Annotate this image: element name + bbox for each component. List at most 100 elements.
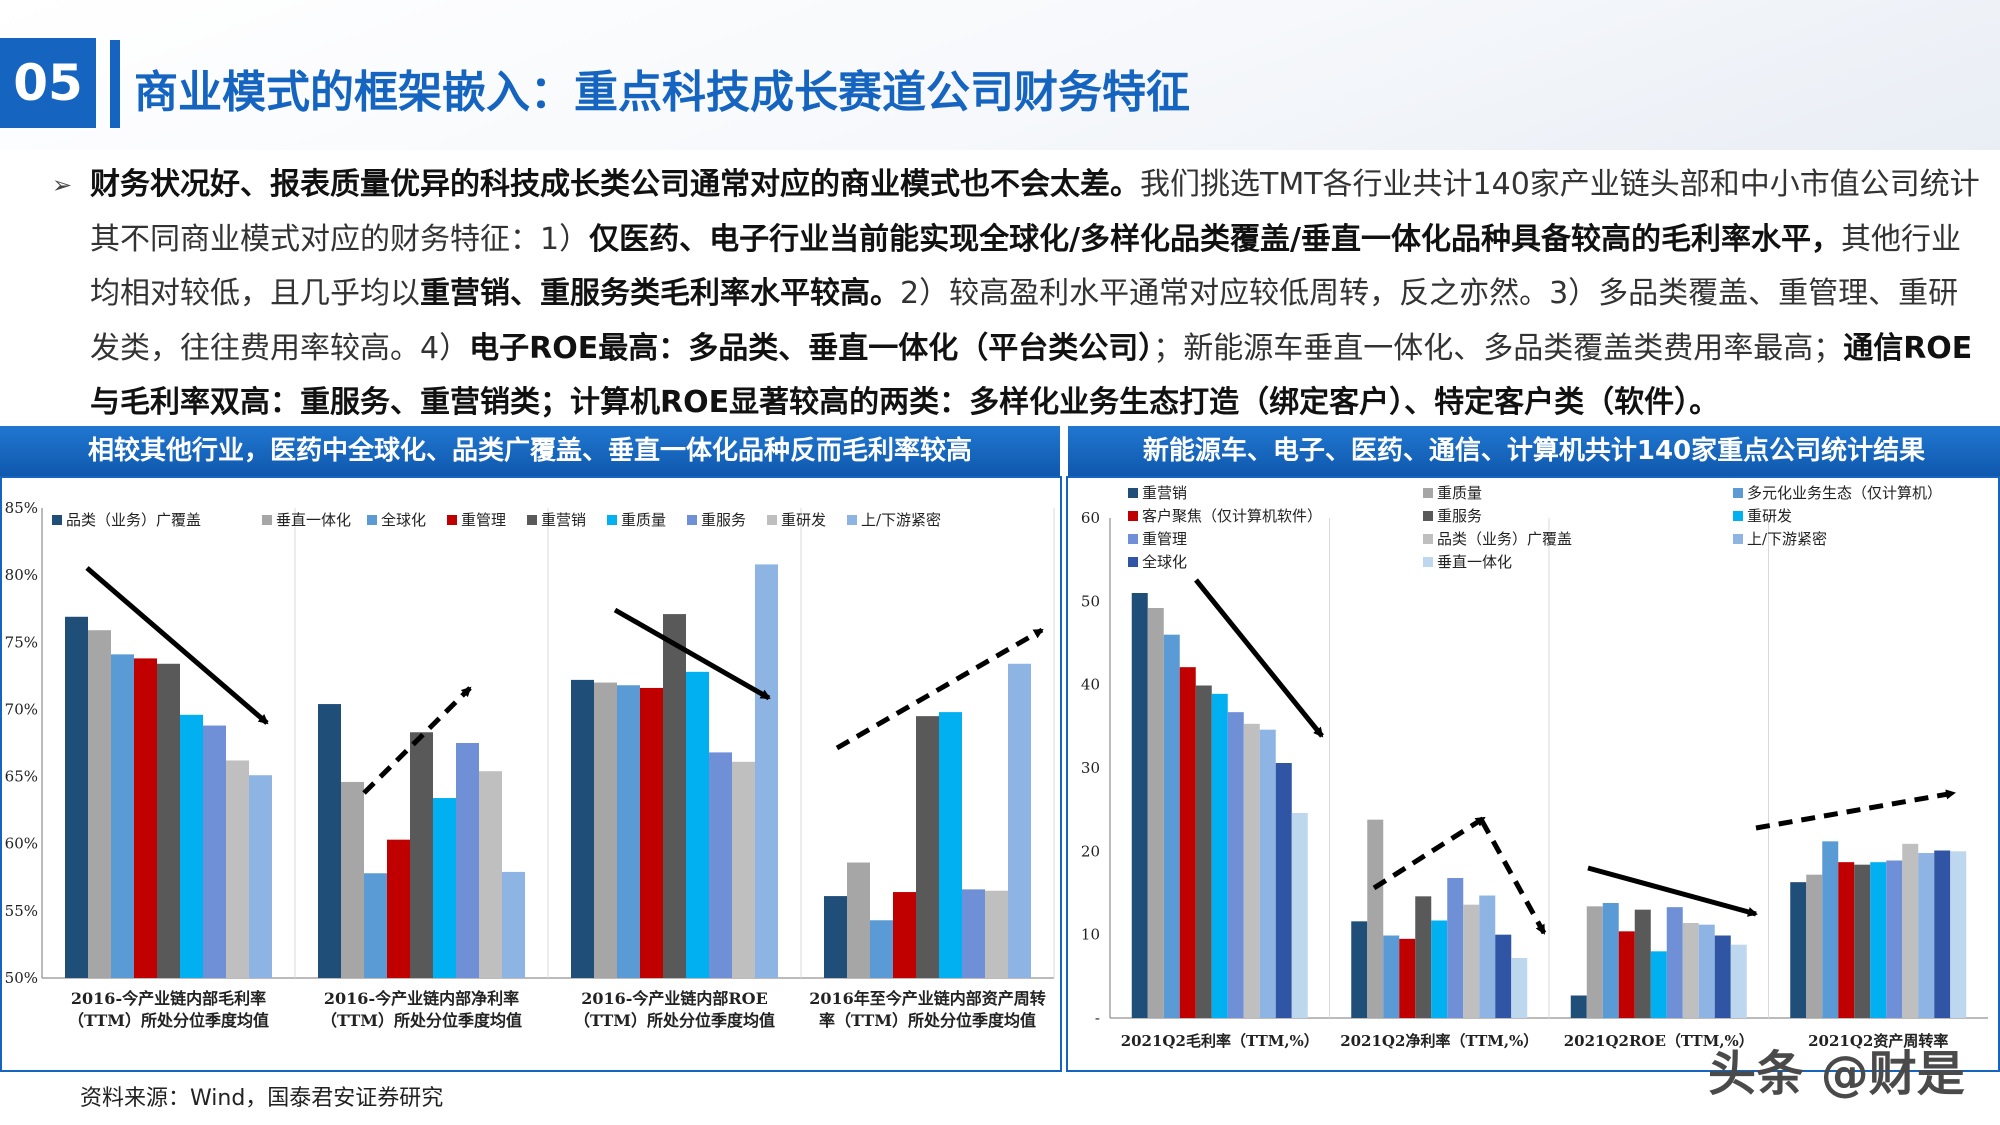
legend-label: 重营销 (541, 511, 586, 529)
summary-segment: ；新能源车垂直一体化、多品类覆盖类费用率最高； (1153, 330, 1844, 366)
bar (1511, 958, 1528, 1018)
bar (1227, 712, 1244, 1018)
left-chart-panel: 50% 55% 60% 65% 70% 75% 80% 85% 2016-今产业链内部毛利率 （T… (0, 476, 1062, 1072)
x-category-label: （TTM）所处分位季度均值 (68, 1011, 269, 1030)
legend-swatch (1423, 534, 1433, 544)
trend-arrow (1194, 578, 1324, 738)
legend-swatch (367, 515, 377, 525)
summary-segment: 仅医药、电子行业当前能实现全球化/多样化品类覆盖/垂直一体化品种具备较高的毛利率… (589, 221, 1842, 257)
legend-swatch (1128, 557, 1138, 567)
legend-label: 重质量 (1437, 484, 1482, 502)
bar (1666, 907, 1683, 1018)
bar (1291, 813, 1308, 1018)
bar (1275, 763, 1292, 1018)
bar (1399, 938, 1416, 1018)
right-bar-chart: - 10 20 30 40 50 60 2021Q2毛利率（TTM,%） 2021Q2净利率（T… (1081, 484, 1988, 1050)
bar (1714, 935, 1731, 1018)
bar (1634, 909, 1651, 1018)
bar (1934, 850, 1951, 1018)
page-title: 商业模式的框架嵌入：重点科技成长赛道公司财务特征 (134, 67, 1190, 118)
legend-label: 全球化 (1142, 553, 1187, 571)
legend-swatch (262, 515, 272, 525)
summary-text: ➢ 财务状况好、报表质量优异的科技成长类公司通常对应的商业模式也不会太差。我们挑… (52, 158, 1980, 431)
bar (88, 630, 111, 978)
x-category-label: 2016年至今产业链内部资产周转 (809, 989, 1046, 1008)
summary-segment: 电子ROE最高：多品类、垂直一体化（平台类公司） (469, 330, 1154, 366)
x-category-label: 率（TTM）所处分位季度均值 (819, 1011, 1036, 1030)
bar (479, 771, 502, 978)
bar (249, 775, 272, 978)
bar (1570, 995, 1587, 1018)
y-tick-label: 40 (1081, 676, 1100, 694)
bar (203, 725, 226, 978)
bar (1682, 923, 1699, 1018)
y-tick-label: 55% (5, 902, 38, 920)
bar (617, 685, 640, 978)
legend-swatch (767, 515, 777, 525)
trend-arrow (1755, 789, 1956, 831)
left-panel-header: 相较其他行业，医药中全球化、品类广覆盖、垂直一体化品种反而毛利率较高 (0, 426, 1060, 476)
legend-swatch (1128, 534, 1138, 544)
bar (1586, 906, 1603, 1018)
summary-segment: 财务状况好、报表质量优异的科技成长类公司通常对应的商业模式也不会太差。 (90, 167, 1140, 202)
bar (1463, 904, 1480, 1018)
legend-label: 重服务 (1437, 507, 1482, 525)
bar (1367, 819, 1384, 1018)
bar (111, 654, 134, 978)
legend-swatch (1423, 557, 1433, 567)
bar (341, 781, 364, 978)
bar (824, 896, 847, 978)
section-number: 05 (0, 38, 96, 128)
summary-paragraph: 财务状况好、报表质量优异的科技成长类公司通常对应的商业模式也不会太差。我们挑选T… (90, 158, 1980, 431)
x-category-label: 2016-今产业链内部ROE (581, 989, 768, 1008)
bar (1838, 862, 1855, 1018)
trend-arrow (1372, 815, 1486, 891)
legend-swatch (1128, 488, 1138, 498)
y-tick-label: 85% (5, 499, 38, 517)
bar (65, 616, 88, 978)
y-tick-label: 50 (1081, 592, 1100, 610)
legend-label: 上/下游紧密 (1747, 530, 1827, 548)
bar (1195, 685, 1212, 1018)
title-accent-bar (110, 40, 120, 128)
bar (709, 752, 732, 978)
y-tick-label: 70% (5, 700, 38, 718)
legend-label: 重管理 (1142, 530, 1187, 548)
bar (1854, 864, 1871, 1018)
bar (594, 682, 617, 978)
bar (1415, 896, 1432, 1018)
legend-label: 重研发 (781, 511, 826, 529)
bar (1495, 934, 1512, 1018)
legend-swatch (1128, 511, 1138, 521)
bar (1383, 935, 1400, 1018)
bar (1447, 878, 1464, 1018)
bar (962, 889, 985, 978)
bar (1163, 634, 1180, 1018)
legend-swatch (1733, 511, 1743, 521)
legend-swatch (1733, 488, 1743, 498)
x-category-label: 2021Q2ROE（TTM,%） (1564, 1032, 1754, 1050)
legend-label: 垂直一体化 (1437, 553, 1512, 571)
legend-swatch (447, 515, 457, 525)
trend-arrow (1587, 865, 1758, 917)
trend-arrow (613, 607, 771, 701)
legend-label: 客户聚焦（仅计算机软件） (1142, 507, 1322, 525)
x-category-label: 2016-今产业链内部净利率 (324, 989, 519, 1008)
legend-label: 全球化 (381, 511, 426, 529)
legend-swatch (527, 515, 537, 525)
bar (571, 679, 594, 978)
bar (1886, 860, 1903, 1018)
watermark: 头条 @财是 (1708, 1046, 1965, 1102)
bar (1790, 882, 1807, 1018)
bar (939, 712, 962, 978)
bar (226, 760, 249, 978)
bar (870, 920, 893, 978)
legend-label: 重管理 (461, 511, 506, 529)
bar (1650, 951, 1667, 1018)
y-tick-label: 20 (1081, 842, 1100, 860)
bar (1870, 862, 1887, 1018)
bar (410, 732, 433, 978)
bar (1431, 920, 1448, 1018)
legend-swatch (52, 515, 62, 525)
y-tick-label: 65% (5, 768, 38, 786)
